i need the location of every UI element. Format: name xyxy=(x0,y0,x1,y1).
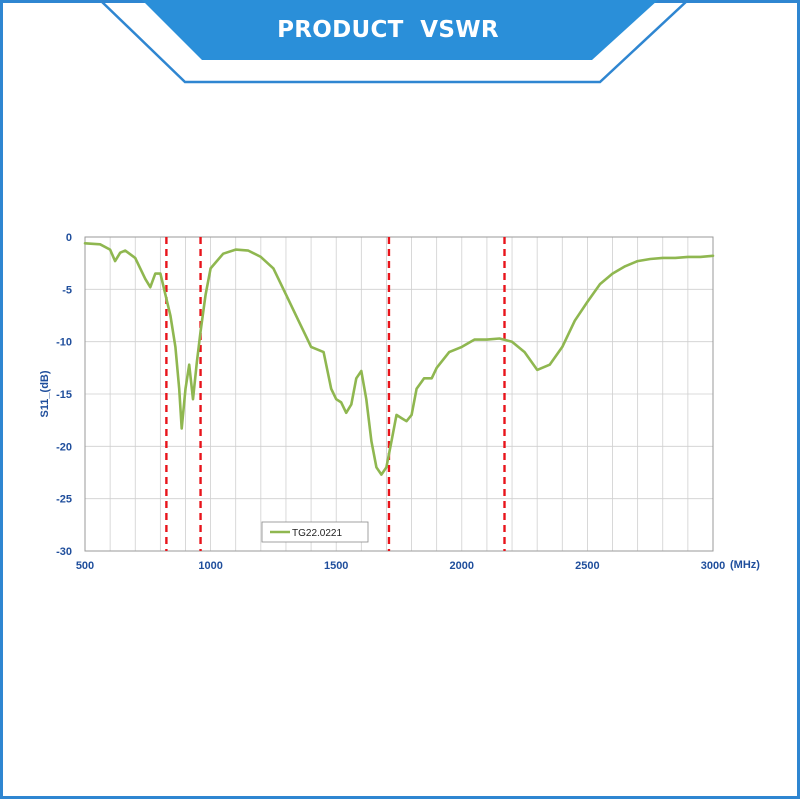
x-tick-label: 2500 xyxy=(575,560,599,572)
x-tick-label: 500 xyxy=(76,560,94,572)
y-tick-label: -20 xyxy=(56,441,72,453)
series-line-tg22-0221 xyxy=(83,242,715,476)
y-tick-label: 0 xyxy=(66,232,72,244)
y-axis-label: S11_(dB) xyxy=(39,370,51,417)
x-tick-label: 1000 xyxy=(198,560,222,572)
frequency-band-markers xyxy=(165,237,506,551)
y-tick-label: -5 xyxy=(62,284,72,296)
axis-ticks: 0 -5 -10 -15 -20 -25 -30 500 1000 1500 2000 2500 300… xyxy=(56,232,725,572)
chart-grid xyxy=(85,237,713,551)
legend-entry-tg22-0221: TG22.0221 xyxy=(292,528,342,539)
x-tick-label: 3000 xyxy=(701,560,725,572)
x-axis-label: (MHz) xyxy=(730,559,760,571)
x-tick-label: 1500 xyxy=(324,560,348,572)
legend-box xyxy=(261,521,369,543)
y-tick-label: -25 xyxy=(56,494,72,506)
x-tick-label: 2000 xyxy=(450,560,474,572)
legend: TG22.0221 xyxy=(261,521,369,543)
y-tick-label: -30 xyxy=(56,546,72,558)
plot-area xyxy=(84,236,714,552)
y-tick-label: -15 xyxy=(56,389,72,401)
page-title: PRODUCT VSWR xyxy=(277,17,499,43)
header-banner xyxy=(142,0,658,60)
y-tick-label: -10 xyxy=(56,337,72,349)
